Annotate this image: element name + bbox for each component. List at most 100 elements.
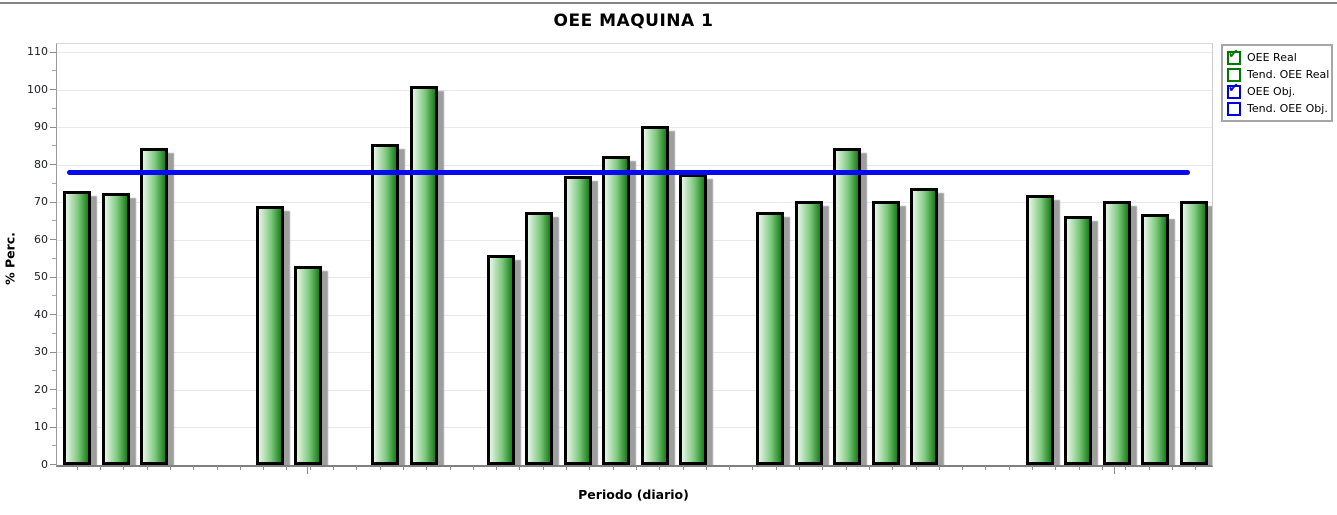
oee-bar xyxy=(101,193,130,465)
x-minor-tick xyxy=(705,466,707,470)
oee-bar xyxy=(640,125,669,465)
oee-objective-line xyxy=(67,170,1190,175)
x-minor-tick xyxy=(1008,466,1010,470)
y-tick xyxy=(50,314,56,315)
x-minor-tick xyxy=(379,466,381,470)
legend-label-tend-oee-real: Tend. OEE Real xyxy=(1247,68,1330,81)
x-major-tick xyxy=(1114,466,1115,474)
x-minor-tick xyxy=(286,466,288,470)
x-minor-tick xyxy=(449,466,451,470)
gridline xyxy=(57,389,1212,391)
y-tick xyxy=(50,351,56,353)
y-tick xyxy=(50,51,56,53)
legend-checkbox-oee-real[interactable]: ✔ xyxy=(1227,46,1241,65)
y-tick-label: 0 xyxy=(41,457,48,471)
y-tick-label: 80 xyxy=(34,157,48,171)
gridline xyxy=(57,202,1212,203)
legend-label-oee-real: OEE Real xyxy=(1247,51,1297,64)
gridline xyxy=(57,52,1212,53)
oee-bar xyxy=(1141,213,1169,465)
x-minor-tick xyxy=(426,466,428,470)
x-minor-tick xyxy=(402,466,404,470)
y-tick-label: 110 xyxy=(27,45,48,58)
y-tick-label: 30 xyxy=(34,345,48,358)
x-minor-tick xyxy=(845,466,847,470)
panel-top-divider xyxy=(0,2,1337,4)
oee-bar xyxy=(1102,200,1131,465)
x-minor-tick xyxy=(333,466,334,470)
y-minor-tick xyxy=(52,257,56,259)
y-minor-tick xyxy=(52,407,56,409)
oee-bar xyxy=(910,187,938,465)
legend-checkbox-tend-oee-real[interactable] xyxy=(1227,67,1241,82)
gridline xyxy=(57,277,1212,278)
y-tick-label: 50 xyxy=(34,270,48,283)
gridline xyxy=(57,164,1212,166)
x-minor-tick xyxy=(659,466,661,470)
checkmark-icon: ✔ xyxy=(1228,46,1239,62)
x-minor-tick xyxy=(216,466,218,470)
y-tick-label: 40 xyxy=(34,307,48,321)
x-minor-tick xyxy=(985,466,987,470)
oee-bar xyxy=(255,206,284,465)
legend-label-oee-obj: OEE Obj. xyxy=(1247,85,1296,98)
x-minor-tick xyxy=(822,466,824,470)
y-minor-tick xyxy=(52,332,56,334)
oee-bar xyxy=(371,144,399,465)
gridline xyxy=(57,314,1212,316)
gridline xyxy=(57,127,1212,128)
x-minor-tick xyxy=(100,466,101,470)
x-minor-tick xyxy=(356,466,358,470)
x-major-tick xyxy=(307,466,308,474)
y-minor-tick xyxy=(52,370,56,372)
x-minor-tick xyxy=(1055,466,1057,470)
legend-item-tend-oee-obj: Tend. OEE Obj. xyxy=(1227,100,1328,117)
x-minor-tick xyxy=(193,466,195,470)
oee-bar xyxy=(294,266,322,465)
x-minor-tick xyxy=(123,466,125,470)
x-minor-tick xyxy=(309,466,311,470)
oee-bar xyxy=(1025,195,1054,465)
oee-bar xyxy=(833,148,861,465)
y-tick xyxy=(50,89,56,90)
x-minor-tick xyxy=(1032,466,1033,470)
x-minor-tick xyxy=(566,466,567,470)
legend-checkbox-tend-oee-obj[interactable] xyxy=(1227,101,1241,116)
y-minor-tick xyxy=(52,70,56,72)
x-minor-tick xyxy=(472,466,474,470)
y-tick xyxy=(50,464,56,465)
oee-bar xyxy=(525,211,553,465)
x-minor-tick xyxy=(799,466,800,470)
y-tick-label: 100 xyxy=(27,82,48,96)
y-tick xyxy=(50,126,56,128)
x-minor-tick xyxy=(635,466,637,470)
gridline xyxy=(57,89,1212,91)
x-minor-tick xyxy=(1101,466,1103,470)
legend-checkbox-oee-obj[interactable]: ✔ xyxy=(1227,81,1241,99)
x-minor-tick xyxy=(1125,466,1127,470)
gridline xyxy=(57,239,1212,241)
legend-item-tend-oee-real: Tend. OEE Real xyxy=(1227,66,1330,83)
x-axis-title: Periodo (diario) xyxy=(578,487,689,502)
y-tick-label: 70 xyxy=(34,195,48,208)
y-tick-label: 90 xyxy=(34,120,48,133)
oee-bar xyxy=(602,155,630,465)
y-minor-tick xyxy=(52,295,56,297)
y-axis-title: % Perc. xyxy=(2,232,18,285)
oee-bar xyxy=(1064,215,1092,465)
x-minor-tick xyxy=(519,466,521,470)
y-minor-tick xyxy=(52,107,56,109)
oee-bar xyxy=(1179,200,1208,465)
x-minor-tick xyxy=(589,466,591,470)
plot-area xyxy=(56,43,1213,467)
x-minor-tick xyxy=(1195,466,1197,470)
legend-label-tend-oee-obj: Tend. OEE Obj. xyxy=(1247,102,1328,115)
x-minor-tick xyxy=(496,466,498,470)
x-minor-tick xyxy=(962,466,964,470)
oee-bar xyxy=(486,255,515,465)
x-minor-tick xyxy=(542,466,544,470)
legend-item-oee-real: ✔ OEE Real xyxy=(1227,46,1327,66)
oee-bar xyxy=(871,200,900,465)
x-minor-tick xyxy=(146,466,148,470)
x-minor-tick xyxy=(169,466,171,470)
